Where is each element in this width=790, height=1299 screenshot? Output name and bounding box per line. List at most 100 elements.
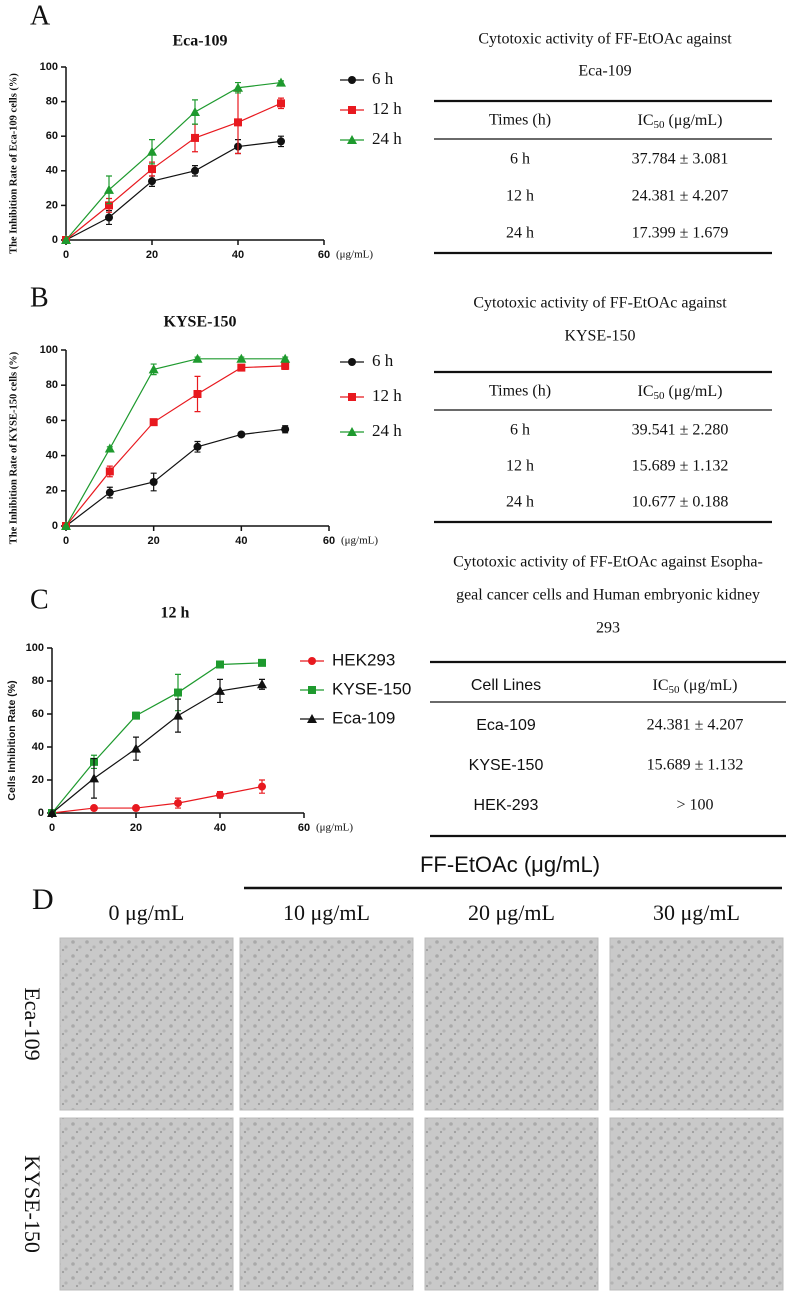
legend-label: 12 h (372, 99, 402, 118)
x-tick-label: 20 (146, 249, 158, 261)
y-axis-label: The Inhibition Rate of KYSE-150 cells (%… (8, 351, 19, 544)
data-point (281, 361, 290, 370)
series-line (51, 786, 263, 814)
series-line (65, 428, 286, 527)
series-line (65, 81, 282, 241)
y-tick-label: 40 (32, 741, 44, 753)
y-tick-label: 100 (40, 344, 58, 356)
table-title: geal cancer cells and Human embryonic ki… (456, 587, 760, 604)
table-title: Cytotoxic activity of FF-EtOAc against (473, 295, 727, 312)
legend-label: 6 h (372, 69, 394, 88)
data-point (234, 118, 242, 127)
table-title: Eca-109 (578, 63, 631, 80)
data-point (276, 77, 286, 87)
column-label: 10 μg/mL (283, 900, 370, 925)
header-part: (μg/mL) (665, 383, 723, 400)
table-cell: 37.784 ± 3.081 (632, 151, 729, 168)
table-cell: 6 h (510, 422, 530, 439)
data-point (216, 660, 224, 669)
table-cell: > 100 (676, 797, 713, 814)
y-tick-label: 0 (52, 520, 58, 532)
series-line (65, 358, 286, 527)
series-line (65, 140, 282, 241)
table-header: IC50 (μg/mL) (638, 383, 723, 402)
table-header: Times (h) (489, 112, 551, 129)
y-tick-label: 0 (52, 234, 58, 246)
data-point (174, 688, 182, 697)
legend-marker (307, 714, 317, 723)
micrograph-image (239, 1117, 414, 1291)
x-axis-unit: (μg/mL) (336, 249, 373, 261)
y-tick-label: 100 (40, 61, 58, 73)
header-part: IC (638, 383, 654, 400)
x-tick-label: 60 (298, 822, 310, 834)
legend-label: 24 h (372, 129, 402, 148)
data-point (233, 82, 243, 92)
data-point (216, 790, 224, 799)
table-cell: 15.689 ± 1.132 (647, 757, 744, 774)
series-line (51, 683, 263, 814)
header-part: IC (653, 677, 669, 694)
legend-marker (348, 76, 356, 84)
data-point (236, 353, 247, 363)
data-point (148, 165, 156, 174)
legend-label: 6 h (372, 351, 394, 370)
legend-label: Eca-109 (332, 708, 395, 727)
x-axis-unit: (μg/mL) (316, 822, 353, 834)
table-cell: 12 h (506, 458, 534, 475)
data-point (132, 711, 140, 720)
x-tick-label: 40 (235, 535, 247, 547)
data-point (131, 743, 141, 753)
data-point (132, 804, 140, 813)
data-point (105, 201, 113, 210)
y-tick-label: 100 (26, 642, 44, 654)
data-point (258, 782, 266, 791)
legend-marker (348, 393, 356, 401)
table-cell: 24 h (506, 494, 534, 511)
legend-label: 24 h (372, 421, 402, 440)
table-cell: 15.689 ± 1.132 (632, 458, 729, 475)
row-label: KYSE-150 (20, 1155, 45, 1253)
data-point (257, 679, 267, 689)
data-point (47, 808, 57, 817)
legend-label: 12 h (372, 386, 402, 405)
legend-marker (308, 686, 316, 694)
table-cell: 10.677 ± 0.188 (632, 494, 729, 511)
table-cell: 39.541 ± 2.280 (632, 422, 729, 439)
data-point (237, 363, 246, 372)
data-point (90, 804, 98, 813)
data-point (192, 353, 203, 363)
table-cell: 24.381 ± 4.207 (632, 188, 729, 205)
data-point (149, 418, 158, 427)
chart-title: KYSE-150 (164, 314, 237, 331)
table-cell: 17.399 ± 1.679 (632, 225, 729, 242)
data-point (89, 773, 99, 783)
micrograph-image (424, 937, 599, 1111)
y-tick-label: 60 (46, 130, 58, 142)
data-point (105, 467, 114, 476)
data-point (105, 213, 113, 222)
table-header: IC50 (μg/mL) (653, 677, 738, 696)
chart-title: Eca-109 (172, 33, 227, 50)
data-point (147, 146, 157, 156)
x-tick-label: 40 (214, 822, 226, 834)
y-tick-label: 60 (32, 708, 44, 720)
y-tick-label: 40 (46, 165, 58, 177)
x-tick-label: 60 (318, 249, 330, 261)
column-label: 0 μg/mL (109, 900, 185, 925)
data-point (191, 166, 199, 175)
x-tick-label: 60 (323, 535, 335, 547)
legend-label: HEK293 (332, 650, 395, 669)
data-point (174, 799, 182, 808)
x-axis-unit: (μg/mL) (341, 535, 378, 547)
series-line (51, 662, 263, 814)
column-label: 30 μg/mL (653, 900, 740, 925)
chart-title: 12 h (161, 605, 190, 622)
legend-marker (347, 135, 357, 144)
table-cell: 12 h (506, 188, 534, 205)
x-tick-label: 0 (49, 822, 55, 834)
y-tick-label: 40 (46, 450, 58, 462)
table-cell: KYSE-150 (469, 757, 544, 774)
panel-label: B (30, 282, 49, 313)
